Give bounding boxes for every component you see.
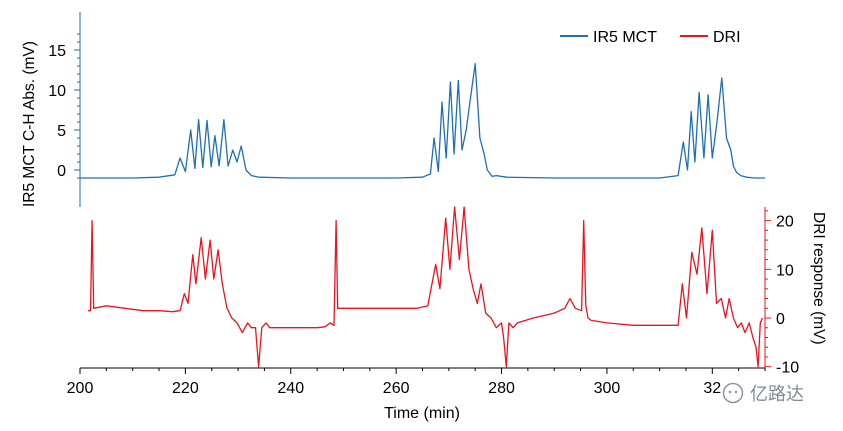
- bottom-y-tick-label: 20: [776, 214, 794, 231]
- x-tick-label: 260: [383, 380, 410, 397]
- top-panel: 0 5 10 15 IR5 MCT C-H Abs. (mV): [21, 12, 81, 207]
- x-tick-label: 300: [594, 380, 621, 397]
- bottom-y-axis-label: DRI response (mV): [810, 212, 827, 345]
- legend-label-dri: DRI: [713, 29, 741, 46]
- series-layer: [80, 62, 765, 368]
- x-tick-label: 240: [277, 380, 304, 397]
- series-line-dri: [87, 206, 763, 368]
- bottom-panel: -10 0 10 20 DRI response (mV): [764, 207, 827, 377]
- legend: IR5 MCT DRI: [560, 29, 741, 46]
- top-y-tick-label: 0: [57, 163, 66, 180]
- bottom-y-tick-label: -10: [776, 360, 799, 377]
- top-y-axis-label: IR5 MCT C-H Abs. (mV): [21, 41, 38, 207]
- bottom-y-tick-label: 10: [776, 262, 794, 279]
- x-ticks: 200 220 240 260 280 300 32: [67, 368, 766, 397]
- watermark: 亿路达: [722, 379, 832, 407]
- bottom-y-tick-label: 0: [776, 311, 785, 328]
- x-tick-label: 32: [703, 380, 721, 397]
- x-axis-label: Time (min): [384, 405, 460, 422]
- wechat-logo-icon: [722, 382, 744, 404]
- x-tick-label: 200: [67, 380, 94, 397]
- bottom-y-ticks: -10 0 10 20: [765, 210, 799, 377]
- top-y-tick-label: 15: [48, 43, 66, 60]
- top-y-tick-label: 10: [48, 83, 66, 100]
- top-y-tick-label: 5: [57, 123, 66, 140]
- top-y-ticks: 0 5 10 15: [48, 33, 80, 180]
- legend-label-ir5: IR5 MCT: [593, 29, 657, 46]
- x-tick-label: 220: [172, 380, 199, 397]
- watermark-text: 亿路达: [750, 384, 804, 405]
- series-line-ir5-mct: [80, 62, 765, 179]
- x-axis: 200 220 240 260 280 300 32 Time (min): [67, 367, 766, 422]
- x-tick-label: 280: [488, 380, 515, 397]
